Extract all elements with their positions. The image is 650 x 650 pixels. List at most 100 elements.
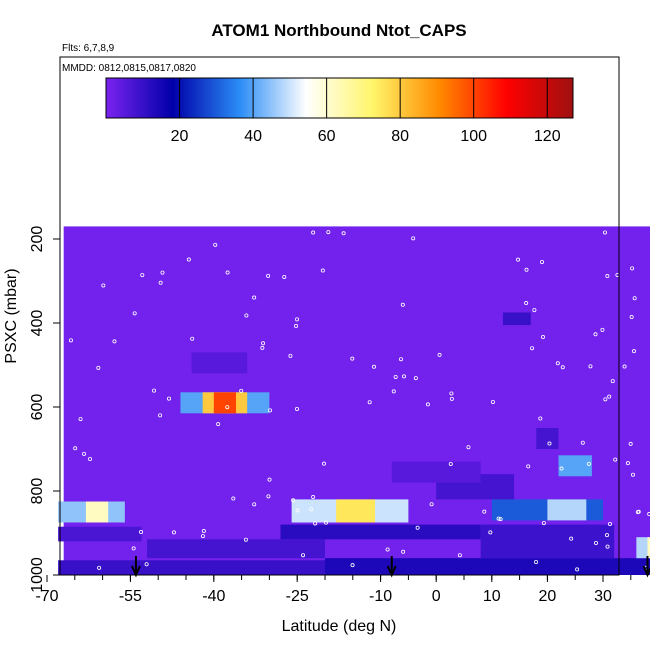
sample-marker: [225, 405, 230, 410]
sample-marker: [320, 268, 325, 273]
sample-marker: [367, 400, 372, 405]
sample-marker: [391, 389, 396, 394]
sample-marker: [604, 533, 609, 538]
sample-marker: [266, 494, 271, 499]
sample-marker: [288, 353, 293, 358]
sample-marker: [400, 302, 405, 307]
sample-marker: [311, 495, 316, 500]
profile-arrows: [131, 556, 650, 578]
colorbar-tick-labels: 20 40 60 80 100 120: [171, 128, 561, 145]
sample-marker: [243, 537, 248, 542]
sample-marker: [200, 534, 205, 539]
colorbar-tick-label: 100: [460, 128, 487, 145]
x-tick-label: 20: [539, 588, 557, 605]
y-axis-label: PSXC (mbar): [3, 268, 20, 363]
sample-marker: [541, 335, 546, 340]
sample-marker: [593, 540, 598, 545]
heatmap-cell: [58, 526, 142, 542]
sample-marker: [252, 502, 257, 507]
sample-marker: [530, 346, 535, 351]
sample-marker: [580, 440, 585, 445]
heatmap-cell: [647, 537, 650, 559]
sample-marker: [593, 332, 598, 337]
heatmap-cell: [480, 524, 615, 559]
sample-marker: [437, 352, 442, 357]
sample-marker: [524, 301, 529, 306]
sample-marker: [78, 417, 83, 422]
sample-marker: [600, 327, 605, 332]
sample-marker: [541, 521, 546, 526]
sample-marker: [613, 457, 618, 462]
sample-marker: [516, 257, 521, 262]
sample-marker: [625, 461, 630, 466]
sample-marker: [295, 508, 300, 513]
sample-marker: [326, 230, 331, 235]
sample-marker: [628, 441, 633, 446]
y-tick-label: 1000: [29, 557, 46, 593]
y-axis: 200 400 600 800 1000: [29, 226, 60, 593]
sample-marker: [261, 341, 266, 346]
sample-marker: [605, 274, 610, 279]
sample-marker: [311, 230, 316, 235]
sample-marker: [488, 530, 493, 535]
heatmap-cell: [280, 524, 481, 540]
sample-marker: [411, 236, 416, 241]
sample-marker: [171, 530, 176, 535]
sample-marker: [399, 357, 404, 362]
sample-marker: [294, 406, 299, 411]
x-tick-label: 30: [594, 588, 612, 605]
sample-marker: [282, 274, 287, 279]
sample-marker: [588, 364, 593, 369]
y-tick-label: 600: [29, 394, 46, 421]
colorbar-tick-label: 40: [244, 128, 262, 145]
sample-marker: [603, 230, 608, 235]
sample-marker: [415, 525, 420, 530]
sample-marker: [413, 376, 418, 381]
heatmap-cell: [536, 428, 559, 449]
colorbar-gradient: [105, 77, 574, 119]
sample-marker: [632, 296, 637, 301]
sample-marker: [526, 464, 531, 469]
heatmap-cell: [547, 499, 587, 521]
sample-marker: [622, 364, 627, 369]
sample-marker: [201, 529, 206, 534]
sample-marker: [131, 546, 136, 551]
sample-marker: [132, 311, 137, 316]
sample-marker: [190, 336, 195, 341]
sample-marker: [160, 270, 165, 275]
sample-marker: [301, 553, 306, 558]
plot-area: [58, 56, 650, 578]
sample-marker: [449, 391, 454, 396]
sample-marker: [449, 396, 454, 401]
sample-marker: [425, 402, 430, 407]
sample-marker: [498, 517, 503, 522]
y-tick-label: 200: [29, 226, 46, 253]
sample-marker: [244, 313, 249, 318]
sample-marker: [140, 273, 145, 278]
dates-note: MMDD: 0812,0815,0817,0820: [62, 63, 196, 74]
x-tick-label: 0: [432, 588, 441, 605]
sample-marker: [295, 317, 300, 322]
sample-marker: [371, 364, 376, 369]
profile-arrow-head: [642, 565, 650, 578]
x-tick-label: -55: [119, 588, 142, 605]
flights-note: Flts: 6,7,8,9: [62, 43, 115, 54]
sample-marker: [82, 451, 87, 456]
sample-marker: [610, 379, 615, 384]
sample-marker: [402, 374, 407, 379]
sample-marker: [538, 416, 543, 421]
x-axis: -70-55-40-25-1001020304050607080: [35, 575, 650, 605]
heatmap-cell: [502, 312, 531, 326]
sample-marker: [324, 520, 329, 525]
sample-marker: [101, 283, 106, 288]
colorbar-tick-label: 20: [171, 128, 189, 145]
x-tick-label: -10: [369, 588, 392, 605]
sample-marker: [268, 408, 273, 413]
sample-marker: [166, 396, 171, 401]
sample-marker: [73, 446, 78, 451]
heatmap-cell: [325, 558, 650, 575]
y-tick-label: 800: [29, 478, 46, 505]
colorbar-ticks: [179, 78, 548, 118]
sample-marker: [547, 441, 552, 446]
